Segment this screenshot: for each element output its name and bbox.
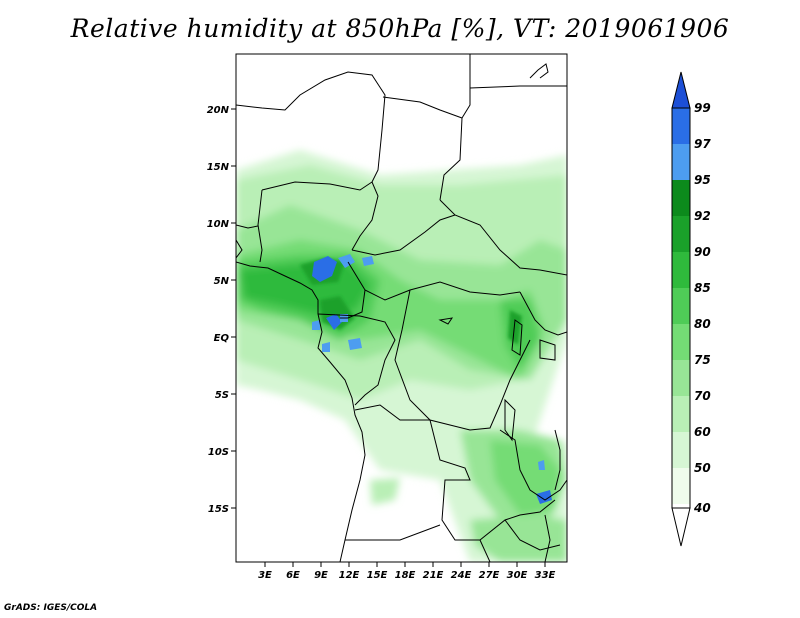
lon-tick-label: 12E — [339, 570, 360, 581]
lat-tick-label: 15N — [207, 162, 230, 173]
lon-tick-label: 33E — [535, 570, 556, 581]
colorbar-label: 75 — [694, 353, 711, 367]
map-frame — [235, 53, 568, 563]
lon-tick-label: 9E — [314, 570, 328, 581]
credit-footer: GrADS: IGES/COLA — [4, 603, 98, 613]
colorbar-segment — [672, 432, 690, 468]
colorbar-label: 85 — [694, 281, 711, 295]
country-borders — [236, 54, 567, 562]
colorbar-label: 70 — [694, 389, 711, 403]
lat-axis: 20N 15N 10N 5N EQ 5S 10S 15S — [207, 105, 230, 515]
colorbar-segment — [672, 288, 690, 324]
colorbar-segment — [672, 108, 690, 144]
lon-tick-label: 21E — [423, 570, 444, 581]
colorbar-top-arrow — [671, 71, 691, 109]
colorbar-segment — [672, 252, 690, 288]
colorbar-segment — [672, 216, 690, 252]
colorbar-label: 80 — [694, 317, 711, 331]
lat-tick-label: EQ — [214, 333, 230, 344]
lat-tick-label: 5N — [214, 276, 230, 287]
lat-tick-label: 10S — [208, 447, 229, 458]
lat-tick-label: 20N — [207, 105, 230, 116]
lon-tick-label: 18E — [395, 570, 416, 581]
colorbar-segment — [672, 360, 690, 396]
lon-tick-label: 24E — [451, 570, 472, 581]
colorbar-label: 99 — [694, 101, 711, 115]
lon-tick-label: 3E — [258, 570, 272, 581]
colorbar-label: 60 — [694, 425, 711, 439]
colorbar-label: 92 — [694, 209, 711, 223]
colorbar-label: 97 — [694, 137, 711, 151]
lon-tick-label: 15E — [367, 570, 388, 581]
lat-tick-label: 15S — [208, 504, 229, 515]
colorbar-segment — [672, 144, 690, 180]
colorbar-label: 50 — [694, 461, 711, 475]
lon-tick-label: 27E — [479, 570, 500, 581]
colorbar-label: 90 — [694, 245, 711, 259]
colorbar-bottom-arrow — [671, 507, 691, 547]
colorbar-segment — [672, 180, 690, 216]
map-title: Relative humidity at 850hPa [%], VT: 201… — [70, 14, 730, 43]
lon-axis: 3E 6E 9E 12E 15E 18E 21E 24E 27E 30E 33E — [258, 570, 555, 581]
lat-tick-label: 5S — [215, 390, 229, 401]
colorbar-segment — [672, 396, 690, 432]
colorbar: 99 97 95 92 90 85 80 75 70 60 50 40 — [671, 71, 711, 547]
axis-ticks — [231, 108, 546, 567]
colorbar-segment — [672, 468, 690, 504]
colorbar-label: 95 — [694, 173, 711, 187]
colorbar-label: 40 — [693, 501, 711, 515]
lon-tick-label: 30E — [507, 570, 528, 581]
humidity-field — [236, 54, 567, 562]
lon-tick-label: 6E — [286, 570, 300, 581]
colorbar-segment — [672, 324, 690, 360]
lat-tick-label: 10N — [207, 219, 230, 230]
